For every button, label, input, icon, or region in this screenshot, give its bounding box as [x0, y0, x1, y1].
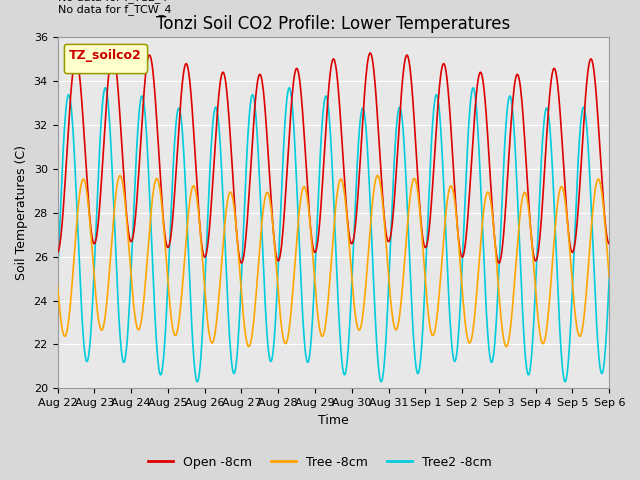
Title: Tonzi Soil CO2 Profile: Lower Temperatures: Tonzi Soil CO2 Profile: Lower Temperatur…: [156, 15, 511, 33]
Legend: : [64, 44, 147, 73]
Legend: Open -8cm, Tree -8cm, Tree2 -8cm: Open -8cm, Tree -8cm, Tree2 -8cm: [143, 451, 497, 474]
Text: No data for f_TCE_4
No data for f_TCW_4: No data for f_TCE_4 No data for f_TCW_4: [58, 0, 171, 15]
X-axis label: Time: Time: [318, 414, 349, 427]
Y-axis label: Soil Temperatures (C): Soil Temperatures (C): [15, 145, 28, 280]
